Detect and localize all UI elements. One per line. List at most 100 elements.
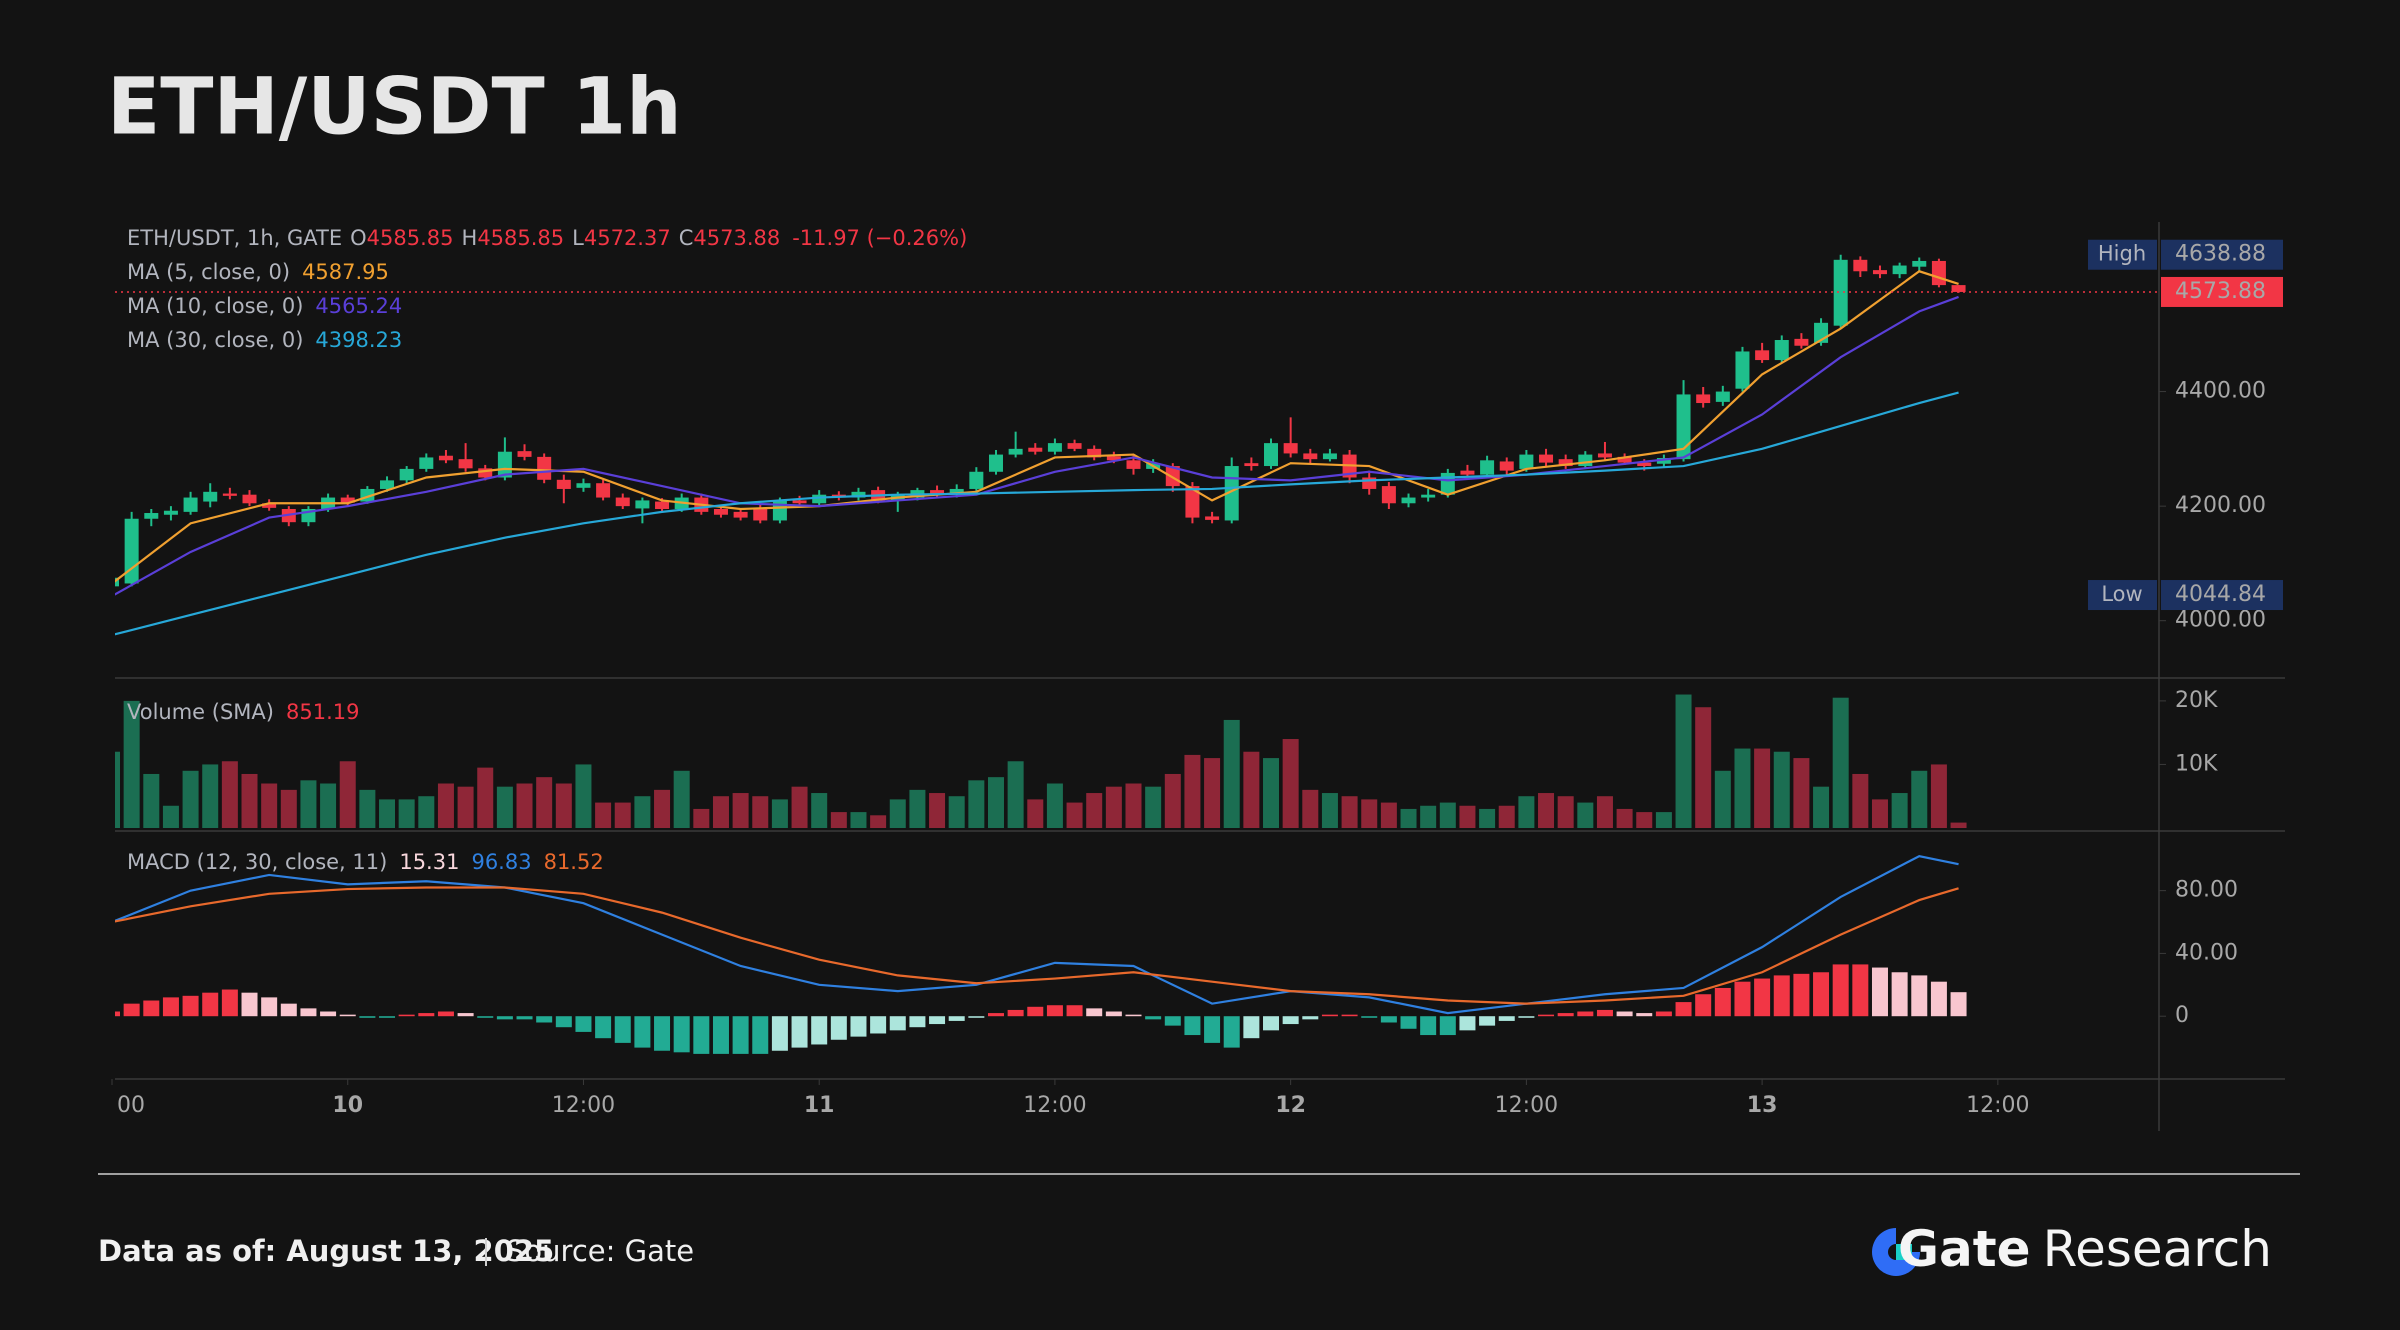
candle-body <box>1558 459 1573 467</box>
candle-body <box>1833 259 1848 326</box>
tag-label-box <box>2088 239 2157 270</box>
macd-histogram-bar <box>771 1016 788 1051</box>
volume-bar <box>143 773 160 828</box>
volume-bar <box>693 808 710 828</box>
volume-bar <box>870 815 887 828</box>
volume-bar <box>1675 694 1692 828</box>
candle-body <box>1853 259 1868 272</box>
volume-bar <box>1046 783 1063 828</box>
macd-histogram-bar <box>1105 1011 1122 1017</box>
macd-histogram-bar <box>634 1016 651 1048</box>
volume-bar <box>1695 707 1712 828</box>
candle-body <box>1067 443 1082 449</box>
candle-body <box>1047 443 1062 452</box>
x-tick-label: 11 <box>804 1093 835 1118</box>
macd-histogram-bar <box>261 997 278 1017</box>
volume-bar <box>1282 739 1299 828</box>
candle-body <box>497 451 512 478</box>
volume-bar <box>182 770 199 828</box>
legend-item: 15.31 <box>399 850 459 874</box>
macd-line <box>115 886 1959 1005</box>
macd-histogram-bar <box>1125 1014 1142 1017</box>
legend-item: 4587.95 <box>302 260 389 284</box>
tag-value-box <box>2161 239 2283 270</box>
legend-item: ETH/USDT, 1h, GATE <box>127 226 342 250</box>
volume-bar <box>437 783 454 828</box>
y-tick-label: 4400.00 <box>2175 379 2266 404</box>
tag-value-box <box>2161 580 2283 611</box>
candle-body <box>1578 454 1593 467</box>
candle-body <box>1499 461 1514 471</box>
x-tick-label: 13 <box>1747 1093 1778 1118</box>
macd-histogram-bar <box>1361 1016 1378 1018</box>
pane-frame <box>115 222 2285 1131</box>
candle-body <box>1303 453 1318 460</box>
macd-histogram-bar <box>1695 994 1712 1017</box>
macd-histogram-bar <box>182 995 199 1017</box>
macd-histogram-bar <box>1046 1005 1063 1017</box>
candle-body <box>1008 448 1023 455</box>
candle-body <box>438 455 453 461</box>
candle-body <box>1597 453 1612 458</box>
candle-body <box>1696 394 1711 404</box>
volume-bar <box>654 789 671 828</box>
candle-body <box>1165 466 1180 487</box>
macd-histogram-bar <box>437 1011 454 1017</box>
x-tick-label: 12:00 <box>552 1093 615 1118</box>
macd-histogram-bar <box>1400 1016 1417 1029</box>
macd-histogram-bar <box>1066 1005 1083 1017</box>
macd-histogram-bar <box>1027 1006 1044 1017</box>
volume-bar <box>1184 754 1201 828</box>
volume-bar <box>1557 796 1574 828</box>
volume-bar <box>1479 808 1496 828</box>
macd-histogram-bar <box>320 1011 337 1017</box>
macd-histogram-bar <box>339 1014 356 1017</box>
candle-body <box>930 490 945 495</box>
macd-histogram-bar <box>1518 1016 1535 1018</box>
tag-value: 4638.88 <box>2175 242 2266 267</box>
candle-body <box>1755 350 1770 361</box>
macd-histogram-bar <box>614 1016 631 1043</box>
candle-body <box>478 468 493 478</box>
legend-item: 4572.37 <box>584 226 671 250</box>
volume-bar <box>280 789 297 828</box>
candle-body <box>1774 340 1789 361</box>
x-tick-label: 12:00 <box>1966 1093 2029 1118</box>
brand-suffix: Research <box>2043 1220 2272 1278</box>
candle-body <box>419 457 434 469</box>
volume-bar <box>929 793 946 828</box>
volume-bar <box>1871 799 1888 828</box>
volume-bar <box>1950 822 1967 828</box>
volume-bar <box>987 777 1004 828</box>
candle-body <box>988 454 1003 472</box>
candle-body <box>792 500 807 504</box>
macd-histogram-bar <box>693 1016 710 1054</box>
macd-histogram-bar <box>712 1016 729 1054</box>
macd-histogram-bar <box>889 1016 906 1031</box>
candle-body <box>1185 486 1200 518</box>
macd-histogram-bar <box>1145 1016 1162 1020</box>
legend-row: MA (30, close, 0) 4398.23 <box>127 328 402 352</box>
y-tick-label: 20K <box>2175 688 2218 713</box>
volume-bar <box>398 799 415 828</box>
candle-body <box>1617 456 1632 463</box>
footer-source: Source: Gate <box>506 1234 694 1268</box>
candle-body <box>576 483 591 488</box>
volume-bar <box>811 793 828 828</box>
candle-body <box>753 509 768 521</box>
macd-histogram-bar <box>654 1016 671 1051</box>
macd-histogram-bar <box>516 1016 533 1020</box>
macd-histogram-bar <box>241 992 258 1017</box>
volume-bar <box>516 783 533 828</box>
candle-body <box>1421 494 1436 498</box>
macd-histogram-bar <box>752 1016 769 1054</box>
macd-histogram-bar <box>1007 1009 1024 1017</box>
brand-word: Gate <box>1898 1220 2031 1278</box>
legend-item: Volume (SMA) <box>127 700 274 724</box>
macd-histogram-bar <box>830 1016 847 1040</box>
macd-histogram-bar <box>909 1016 926 1028</box>
legend-item: MACD (12, 30, close, 11) <box>127 850 387 874</box>
volume-bar <box>379 799 396 828</box>
candle-body <box>1715 391 1730 402</box>
macd-histogram-bar <box>1596 1009 1613 1017</box>
